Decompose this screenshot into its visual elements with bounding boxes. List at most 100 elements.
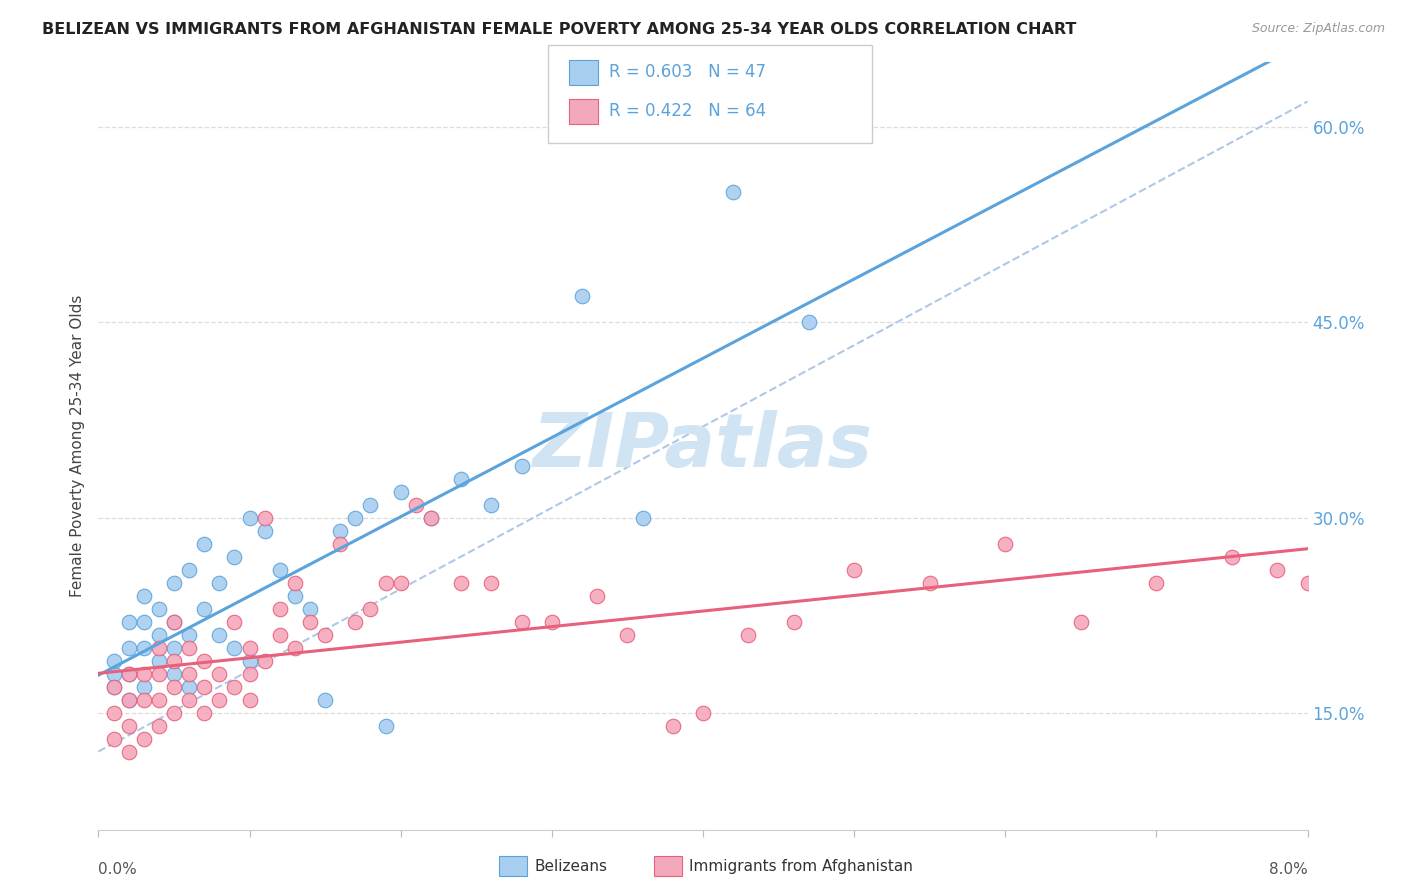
Point [239, 510, 262, 524]
Point [193, 680, 215, 694]
Point [737, 627, 759, 641]
Point [360, 498, 382, 512]
Point [193, 654, 215, 668]
Point [374, 718, 396, 732]
Point [148, 718, 170, 732]
Point [132, 692, 155, 706]
Point [405, 498, 427, 512]
Point [118, 745, 141, 759]
Point [239, 640, 262, 655]
Text: ZIPatlas: ZIPatlas [533, 409, 873, 483]
Point [163, 640, 186, 655]
Point [103, 680, 125, 694]
Point [616, 627, 638, 641]
Text: Belizeans: Belizeans [534, 859, 607, 873]
Point [148, 692, 170, 706]
Point [994, 536, 1017, 550]
Point [118, 666, 141, 681]
Text: 8.0%: 8.0% [1268, 862, 1308, 877]
Point [420, 510, 443, 524]
Point [148, 627, 170, 641]
Text: R = 0.603   N = 47: R = 0.603 N = 47 [609, 63, 766, 81]
Point [844, 562, 866, 576]
Point [132, 666, 155, 681]
Point [132, 640, 155, 655]
Point [389, 575, 412, 590]
Text: BELIZEAN VS IMMIGRANTS FROM AFGHANISTAN FEMALE POVERTY AMONG 25-34 YEAR OLDS COR: BELIZEAN VS IMMIGRANTS FROM AFGHANISTAN … [42, 22, 1077, 37]
Point [132, 731, 155, 746]
Point [163, 666, 186, 681]
Point [1267, 562, 1289, 576]
Point [132, 615, 155, 629]
Point [132, 680, 155, 694]
Text: Source: ZipAtlas.com: Source: ZipAtlas.com [1251, 22, 1385, 36]
Point [1146, 575, 1168, 590]
Point [103, 680, 125, 694]
Point [571, 289, 593, 303]
Point [118, 692, 141, 706]
Point [269, 601, 291, 615]
Point [103, 654, 125, 668]
Point [224, 640, 246, 655]
Point [118, 666, 141, 681]
Point [253, 524, 276, 538]
Point [208, 692, 231, 706]
Point [103, 666, 125, 681]
Point [661, 718, 683, 732]
Point [510, 458, 533, 473]
Point [586, 589, 609, 603]
Text: 0.0%: 0.0% [98, 862, 138, 877]
Point [148, 640, 170, 655]
Point [103, 731, 125, 746]
Text: Immigrants from Afghanistan: Immigrants from Afghanistan [689, 859, 912, 873]
Point [163, 575, 186, 590]
Point [344, 615, 367, 629]
Point [208, 666, 231, 681]
Point [163, 615, 186, 629]
Point [163, 680, 186, 694]
Point [239, 692, 262, 706]
Point [344, 510, 367, 524]
Point [193, 536, 215, 550]
Point [329, 524, 352, 538]
Point [193, 706, 215, 720]
Point [631, 510, 654, 524]
Point [253, 654, 276, 668]
Point [284, 575, 307, 590]
Point [208, 575, 231, 590]
Point [224, 680, 246, 694]
Text: R = 0.422   N = 64: R = 0.422 N = 64 [609, 103, 766, 120]
Point [481, 498, 503, 512]
Point [148, 654, 170, 668]
Point [118, 692, 141, 706]
Point [148, 601, 170, 615]
Point [103, 706, 125, 720]
Point [253, 510, 276, 524]
Point [374, 575, 396, 590]
Point [132, 589, 155, 603]
Point [179, 666, 201, 681]
Point [269, 627, 291, 641]
Point [239, 654, 262, 668]
Point [299, 601, 322, 615]
Point [179, 640, 201, 655]
Point [208, 627, 231, 641]
Point [314, 627, 336, 641]
Point [1070, 615, 1092, 629]
Point [163, 706, 186, 720]
Point [360, 601, 382, 615]
Point [329, 536, 352, 550]
Point [239, 666, 262, 681]
Point [1220, 549, 1243, 564]
Point [284, 589, 307, 603]
Point [299, 615, 322, 629]
Point [118, 640, 141, 655]
Point [179, 562, 201, 576]
Point [269, 562, 291, 576]
Point [179, 692, 201, 706]
Point [193, 601, 215, 615]
Point [118, 615, 141, 629]
Point [148, 666, 170, 681]
Point [783, 615, 806, 629]
Point [118, 718, 141, 732]
